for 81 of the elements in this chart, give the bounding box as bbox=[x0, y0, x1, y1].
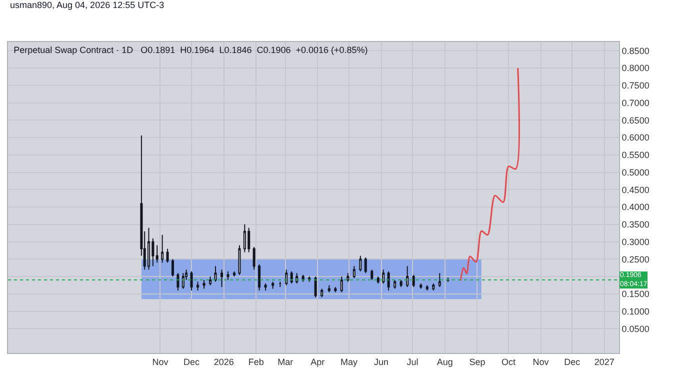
x-tick-label: Apr bbox=[310, 356, 325, 367]
x-tick-label: Dec bbox=[564, 356, 581, 367]
x-tick-label: 2026 bbox=[214, 356, 234, 367]
candlestick bbox=[406, 266, 409, 288]
x-tick-label: Dec bbox=[184, 356, 200, 367]
candlestick bbox=[387, 270, 390, 291]
candlestick bbox=[161, 234, 164, 264]
y-tick-label: 0.2500 bbox=[622, 254, 650, 264]
candlestick bbox=[382, 269, 385, 284]
candlestick bbox=[248, 227, 250, 253]
candlestick bbox=[420, 283, 422, 290]
y-tick-label: 0.1000 bbox=[622, 306, 650, 316]
candlestick bbox=[364, 256, 367, 274]
candlestick bbox=[394, 280, 396, 290]
candlestick bbox=[328, 284, 330, 293]
candlestick bbox=[238, 244, 241, 276]
candlestick bbox=[296, 272, 298, 284]
candlestick bbox=[220, 269, 224, 288]
candlestick bbox=[272, 281, 274, 290]
candlestick bbox=[176, 272, 180, 291]
y-tick-label: 0.5000 bbox=[622, 167, 650, 178]
candlestick bbox=[359, 255, 362, 272]
y-tick-label: 0.6000 bbox=[622, 132, 650, 143]
x-tick-label: Jul bbox=[406, 356, 418, 367]
candlestick bbox=[209, 276, 212, 286]
x-tick-label: Feb bbox=[248, 356, 264, 367]
candlestick bbox=[340, 276, 343, 293]
candlestick bbox=[278, 281, 282, 288]
y-tick-label: 0.0500 bbox=[622, 324, 650, 334]
candlestick bbox=[426, 284, 428, 291]
candlestick bbox=[202, 280, 206, 290]
candlestick bbox=[334, 286, 337, 293]
candlestick bbox=[264, 283, 267, 291]
candlestick bbox=[147, 227, 150, 270]
candlestick bbox=[320, 288, 324, 298]
y-tick-label: 0.5500 bbox=[622, 150, 650, 160]
y-tick-label: 0.8000 bbox=[622, 63, 650, 74]
candlestick bbox=[232, 270, 236, 278]
y-tick-label: 0.8500 bbox=[622, 46, 650, 56]
y-tick-label: 0.4000 bbox=[622, 202, 650, 212]
x-tick-label: Nov bbox=[532, 356, 550, 367]
candlestick bbox=[182, 272, 184, 290]
candlestick bbox=[214, 266, 217, 282]
x-tick-label: Mar bbox=[278, 356, 294, 367]
candlestick bbox=[196, 281, 200, 291]
line-series bbox=[460, 67, 520, 282]
y-tick-label: 0.3000 bbox=[622, 236, 650, 247]
y-tick-label: 0.7500 bbox=[622, 80, 650, 91]
candlestick bbox=[156, 244, 158, 264]
candlestick bbox=[190, 270, 193, 291]
candlestick bbox=[376, 276, 380, 284]
x-tick-label: Sep bbox=[469, 356, 486, 367]
y-tick-label: 0.1500 bbox=[622, 289, 650, 300]
candlestick bbox=[285, 269, 288, 286]
candlestick bbox=[346, 272, 350, 282]
candlestick bbox=[166, 248, 169, 264]
y-tick-label: 0.3500 bbox=[622, 220, 650, 230]
candlestick bbox=[370, 269, 374, 281]
candlestick bbox=[432, 283, 435, 291]
candlestick bbox=[352, 266, 356, 279]
x-tick-label: Nov bbox=[152, 356, 169, 367]
candlestick bbox=[243, 224, 246, 253]
x-tick-label: Jun bbox=[374, 356, 389, 367]
candlestick bbox=[412, 274, 415, 288]
x-tick-label: 2027 bbox=[594, 356, 614, 367]
candlestick bbox=[252, 246, 256, 270]
text: usman890, Aug 04, 2026 12:55 UTC-3 bbox=[10, 0, 164, 10]
candlestick bbox=[226, 270, 230, 281]
y-tick-label: 0.7000 bbox=[622, 98, 650, 108]
x-tick-label: Aug bbox=[436, 356, 453, 367]
x-tick-label: Oct bbox=[501, 356, 516, 367]
y-tick-label: 0.4500 bbox=[622, 184, 650, 195]
candlestick bbox=[314, 276, 317, 298]
chart-title: Perpetual Swap Contract · 1D O0.1891 H0.1964 L0.1846 C0.1906 +0.0016 (+0.85%) bbox=[14, 45, 368, 56]
candlestick bbox=[400, 280, 402, 288]
candlestick bbox=[290, 270, 293, 284]
y-tick-label: 0.6500 bbox=[622, 115, 650, 126]
candlestick bbox=[438, 272, 441, 288]
candlestick bbox=[171, 258, 174, 278]
x-tick-label: May bbox=[340, 356, 358, 367]
candlestick bbox=[258, 264, 261, 291]
